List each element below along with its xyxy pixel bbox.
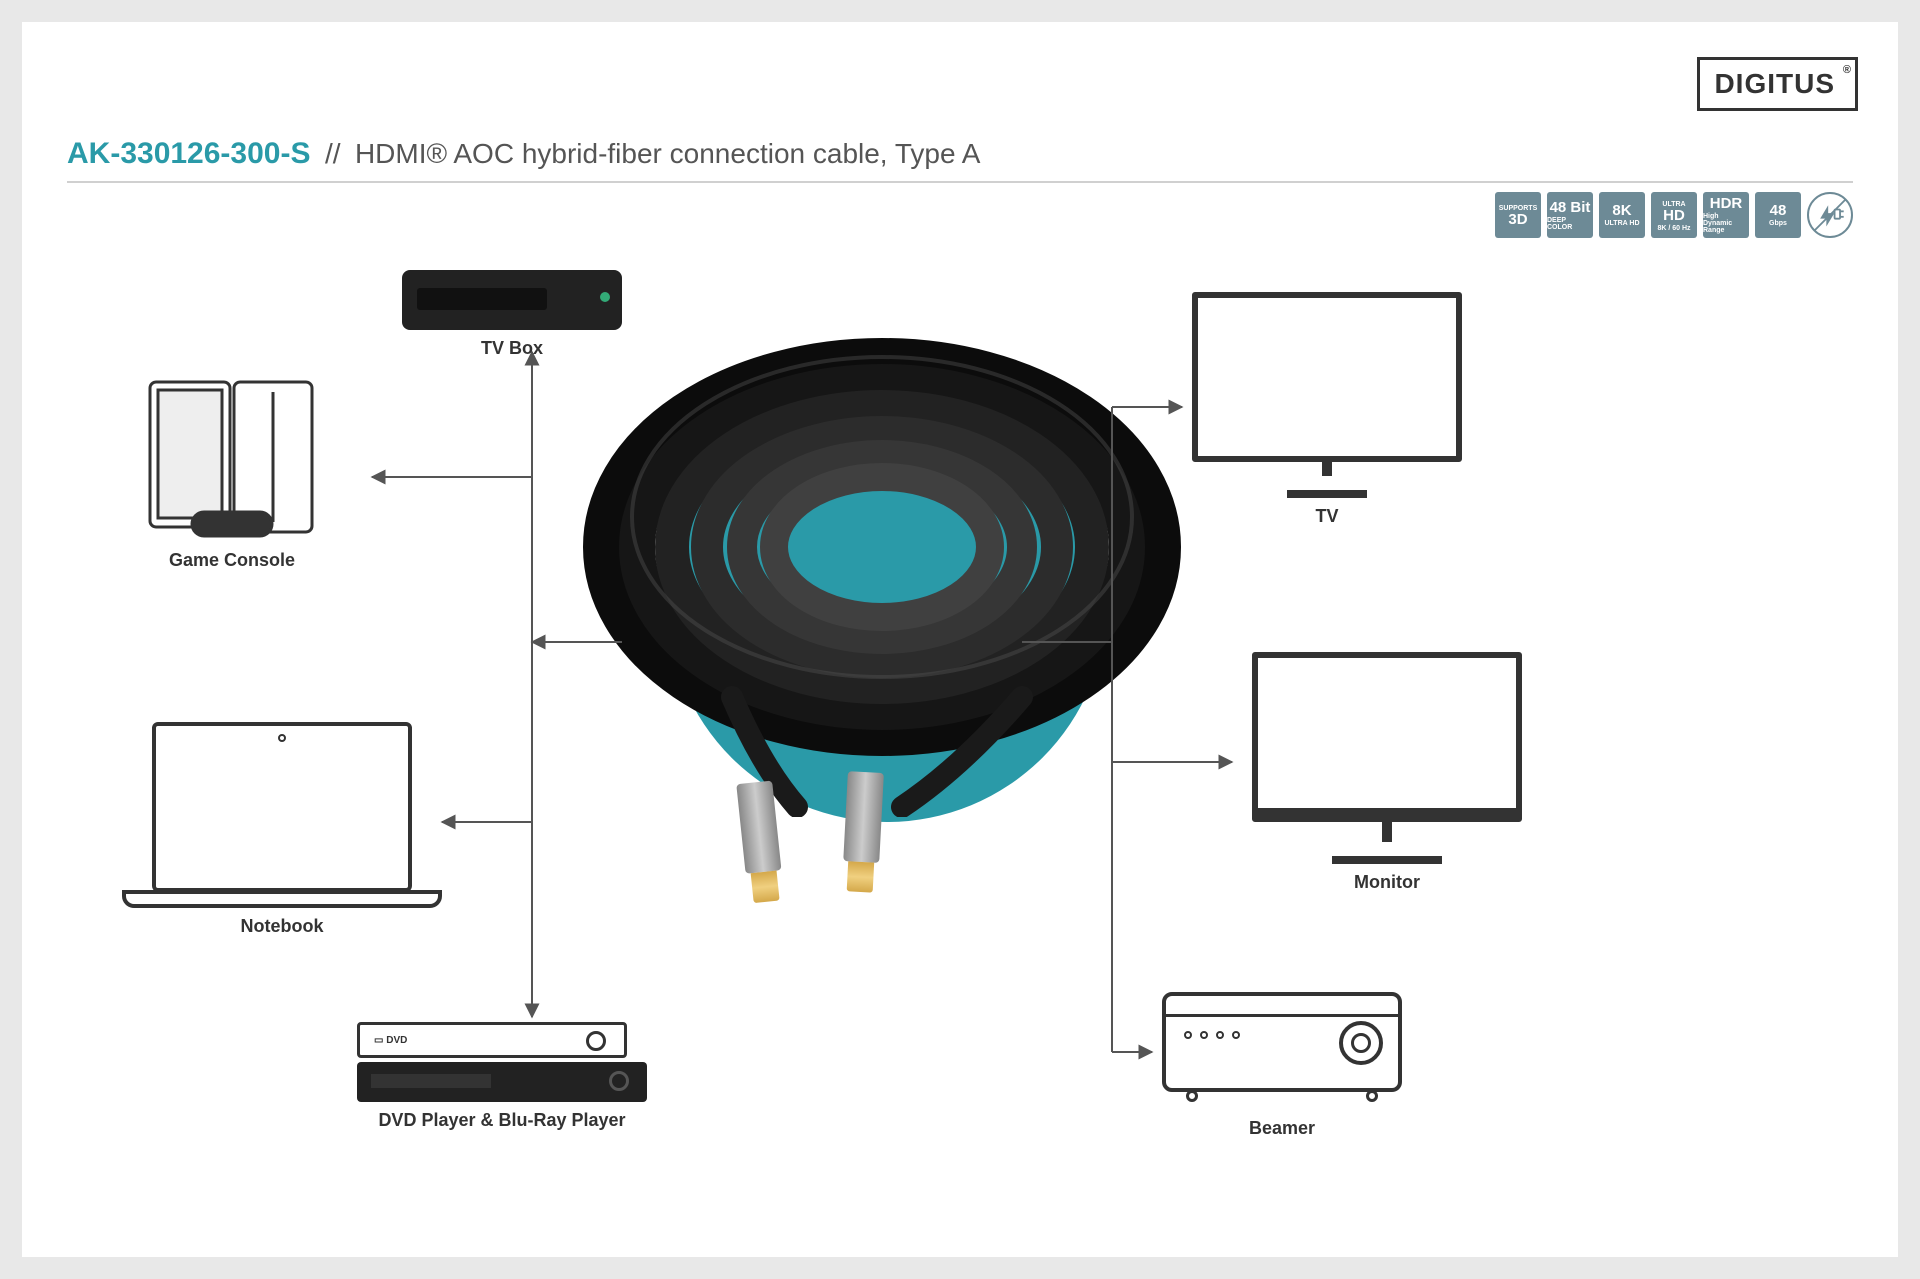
device-notebook: Notebook [122, 722, 442, 937]
page-container: DIGITUS AK-330126-300-S // HDMI® AOC hyb… [0, 0, 1920, 1279]
device-label: DVD Player & Blu-Ray Player [378, 1110, 625, 1131]
badge-line: 8K / 60 Hz [1657, 225, 1690, 232]
game-console-icon [132, 372, 332, 542]
badge-line: High Dynamic Range [1703, 213, 1749, 234]
feature-badges: SUPPORTS 3D 48 Bit DEEP COLOR 8K ULTRA H… [1495, 192, 1853, 238]
header-bar: AK-330126-300-S // HDMI® AOC hybrid-fibe… [67, 137, 1853, 183]
device-game-console: Game Console [132, 372, 332, 571]
badge-line: HDR [1710, 196, 1743, 211]
device-label: Monitor [1354, 872, 1420, 893]
device-label: TV [1315, 506, 1338, 527]
tv-icon [1192, 292, 1462, 498]
badge-line: Gbps [1769, 220, 1787, 227]
badge-uhd: ULTRA HD 8K / 60 Hz [1651, 192, 1697, 238]
badge-line: 3D [1508, 212, 1527, 227]
projector-icon [1162, 992, 1402, 1092]
device-dvd-blu: ▭ DVD DVD Player & Blu-Ray Player [357, 1022, 647, 1131]
dvd-player-icon: ▭ DVD [357, 1022, 647, 1102]
device-tv-box: TV Box [402, 270, 622, 359]
badge-line: 48 [1770, 203, 1787, 218]
device-label: TV Box [481, 338, 543, 359]
brand-logo-text: DIGITUS [1697, 57, 1858, 111]
product-code: AK-330126-300-S [67, 137, 310, 170]
brand-logo: DIGITUS [1697, 57, 1858, 111]
hdmi-connector-icon [828, 771, 896, 924]
connection-diagram: Game Console TV Box Notebook ▭ DVD [22, 262, 1898, 1237]
device-label: Beamer [1249, 1118, 1315, 1139]
device-label: Notebook [241, 916, 324, 937]
badge-line: 48 Bit [1550, 200, 1591, 215]
badge-48bit: 48 Bit DEEP COLOR [1547, 192, 1593, 238]
monitor-icon [1252, 652, 1522, 864]
header-separator: // [325, 138, 341, 169]
badge-line: 8K [1612, 203, 1631, 218]
no-external-power-icon [1807, 192, 1853, 238]
tv-box-icon [402, 270, 622, 330]
badge-line: DEEP COLOR [1547, 217, 1593, 231]
badge-8k: 8K ULTRA HD [1599, 192, 1645, 238]
badge-48gbps: 48 Gbps [1755, 192, 1801, 238]
badge-line: ULTRA HD [1605, 220, 1640, 227]
device-beamer: Beamer [1162, 992, 1402, 1139]
notebook-icon [122, 722, 442, 908]
product-description: HDMI® AOC hybrid-fiber connection cable,… [355, 138, 981, 169]
badge-hdr: HDR High Dynamic Range [1703, 192, 1749, 238]
cable-coil-icon [542, 317, 1182, 817]
device-label: Game Console [169, 550, 295, 571]
device-monitor: Monitor [1252, 652, 1522, 893]
device-tv: TV [1192, 292, 1462, 527]
badge-3d: SUPPORTS 3D [1495, 192, 1541, 238]
badge-line: HD [1663, 208, 1685, 223]
